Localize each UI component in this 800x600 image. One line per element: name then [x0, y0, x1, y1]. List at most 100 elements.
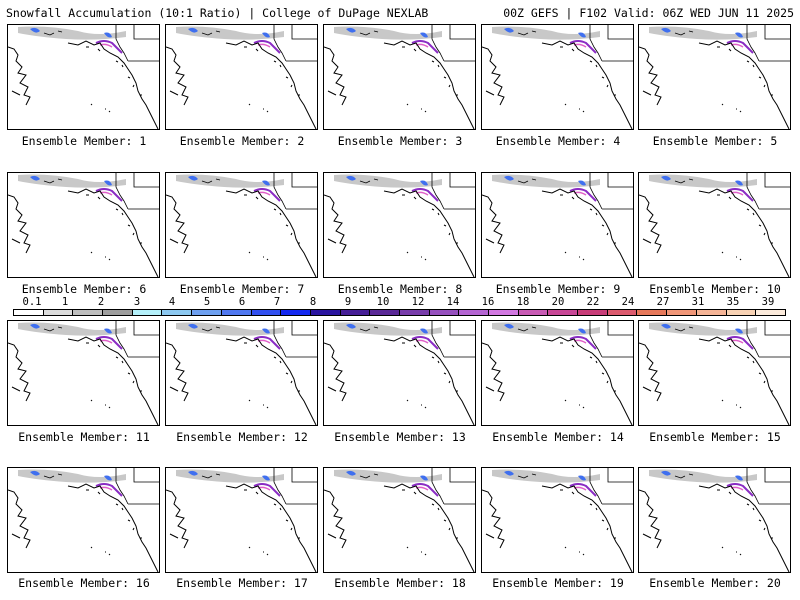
ensemble-panel-9[interactable] [481, 172, 634, 278]
snow-purple-band [95, 40, 123, 54]
snow-purple-band [411, 40, 439, 54]
islands [560, 489, 616, 539]
hawaii-islands [90, 251, 111, 261]
ensemble-panel-12[interactable] [165, 320, 318, 426]
map-svg [324, 173, 475, 277]
valid-time-label: 00Z GEFS | F102 Valid: 06Z WED JUN 11 20… [503, 6, 794, 20]
snow-purple-band [253, 40, 281, 54]
ensemble-member-label: Ensemble Member: 5 [652, 134, 778, 148]
map-svg [8, 321, 159, 425]
hawaii-islands [406, 103, 427, 113]
colorbar-tick-label: 1 [61, 296, 69, 308]
ensemble-panel-3[interactable] [323, 24, 476, 130]
islands [244, 342, 300, 392]
snow-purple-band [569, 336, 597, 350]
snow-gray-area [334, 469, 442, 483]
snow-purple-band [95, 483, 123, 497]
ensemble-panel-13[interactable] [323, 320, 476, 426]
coastline [324, 336, 475, 425]
snow-gray-area [334, 26, 442, 40]
map-svg [324, 25, 475, 129]
colorbar-swatch [14, 310, 44, 315]
colorbar-tick-label: 9 [344, 296, 352, 308]
hawaii-islands [721, 103, 742, 113]
map-svg [324, 321, 475, 425]
map-svg [639, 468, 790, 572]
lakes [201, 178, 221, 184]
map-svg [166, 321, 317, 425]
ensemble-panel-1[interactable] [7, 24, 160, 130]
lakes [359, 473, 379, 479]
hawaii-islands [406, 251, 427, 261]
political-borders [431, 321, 475, 358]
hawaii-islands [90, 103, 111, 113]
colorbar-swatch [251, 310, 282, 315]
islands [717, 342, 773, 392]
ensemble-member-label: Ensemble Member: 2 [179, 134, 305, 148]
islands [244, 46, 300, 96]
ensemble-panel-4[interactable] [481, 24, 634, 130]
snow-gray-area [18, 26, 126, 40]
lakes [674, 326, 694, 332]
snow-purple-band [411, 483, 439, 497]
political-borders [115, 25, 159, 62]
islands [86, 194, 142, 244]
ensemble-panel-10[interactable] [638, 172, 791, 278]
hawaii-islands [248, 399, 269, 409]
colorbar-swatch [459, 310, 489, 315]
ensemble-panel-7[interactable] [165, 172, 318, 278]
ensemble-panel-17[interactable] [165, 467, 318, 573]
coastline [166, 336, 317, 425]
coastline [639, 336, 790, 425]
ensemble-panel-11[interactable] [7, 320, 160, 426]
ensemble-member-label: Ensemble Member: 8 [337, 282, 463, 296]
snow-gray-area [649, 174, 757, 188]
lakes [674, 473, 694, 479]
coastline [8, 336, 159, 425]
snow-purple-band [569, 188, 597, 202]
map-svg [8, 25, 159, 129]
hawaii-islands [406, 399, 427, 409]
snow-gray-area [334, 174, 442, 188]
coastline [324, 40, 475, 129]
ensemble-panel-8[interactable] [323, 172, 476, 278]
colorbar-tick-label: 27 [656, 296, 670, 308]
colorbar-tick-label: 4 [168, 296, 176, 308]
hawaii-islands [721, 546, 742, 556]
ensemble-panel-6[interactable] [7, 172, 160, 278]
ensemble-panel-18[interactable] [323, 467, 476, 573]
snow-purple-band [95, 188, 123, 202]
ensemble-panel-20[interactable] [638, 467, 791, 573]
snow-gray-area [649, 469, 757, 483]
hawaii-islands [564, 251, 585, 261]
ensemble-member-label: Ensemble Member: 4 [495, 134, 621, 148]
map-svg [166, 25, 317, 129]
ensemble-member-label: Ensemble Member: 16 [18, 576, 150, 590]
ensemble-member-label: Ensemble Member: 17 [176, 576, 308, 590]
political-borders [589, 321, 633, 358]
ensemble-panel-16[interactable] [7, 467, 160, 573]
ensemble-panel-14[interactable] [481, 320, 634, 426]
snow-gray-area [334, 322, 442, 336]
lakes [201, 473, 221, 479]
colorbar-tick-label: 35 [726, 296, 740, 308]
hawaii-islands [90, 399, 111, 409]
ensemble-panel-15[interactable] [638, 320, 791, 426]
coastline [166, 40, 317, 129]
colorbar-swatch [132, 310, 163, 315]
ensemble-panel-2[interactable] [165, 24, 318, 130]
islands [86, 489, 142, 539]
political-borders [115, 321, 159, 358]
ensemble-panel-19[interactable] [481, 467, 634, 573]
islands [717, 46, 773, 96]
colorbar-swatch [73, 310, 104, 315]
lakes [43, 326, 63, 332]
lakes [674, 178, 694, 184]
ensemble-panel-5[interactable] [638, 24, 791, 130]
coastline [8, 483, 159, 572]
lakes [517, 326, 537, 332]
colorbar-tick-label: 2 [97, 296, 105, 308]
colorbar-swatch [637, 310, 668, 315]
colorbar-tick-label: 3 [133, 296, 141, 308]
ensemble-member-label: Ensemble Member: 19 [492, 576, 624, 590]
